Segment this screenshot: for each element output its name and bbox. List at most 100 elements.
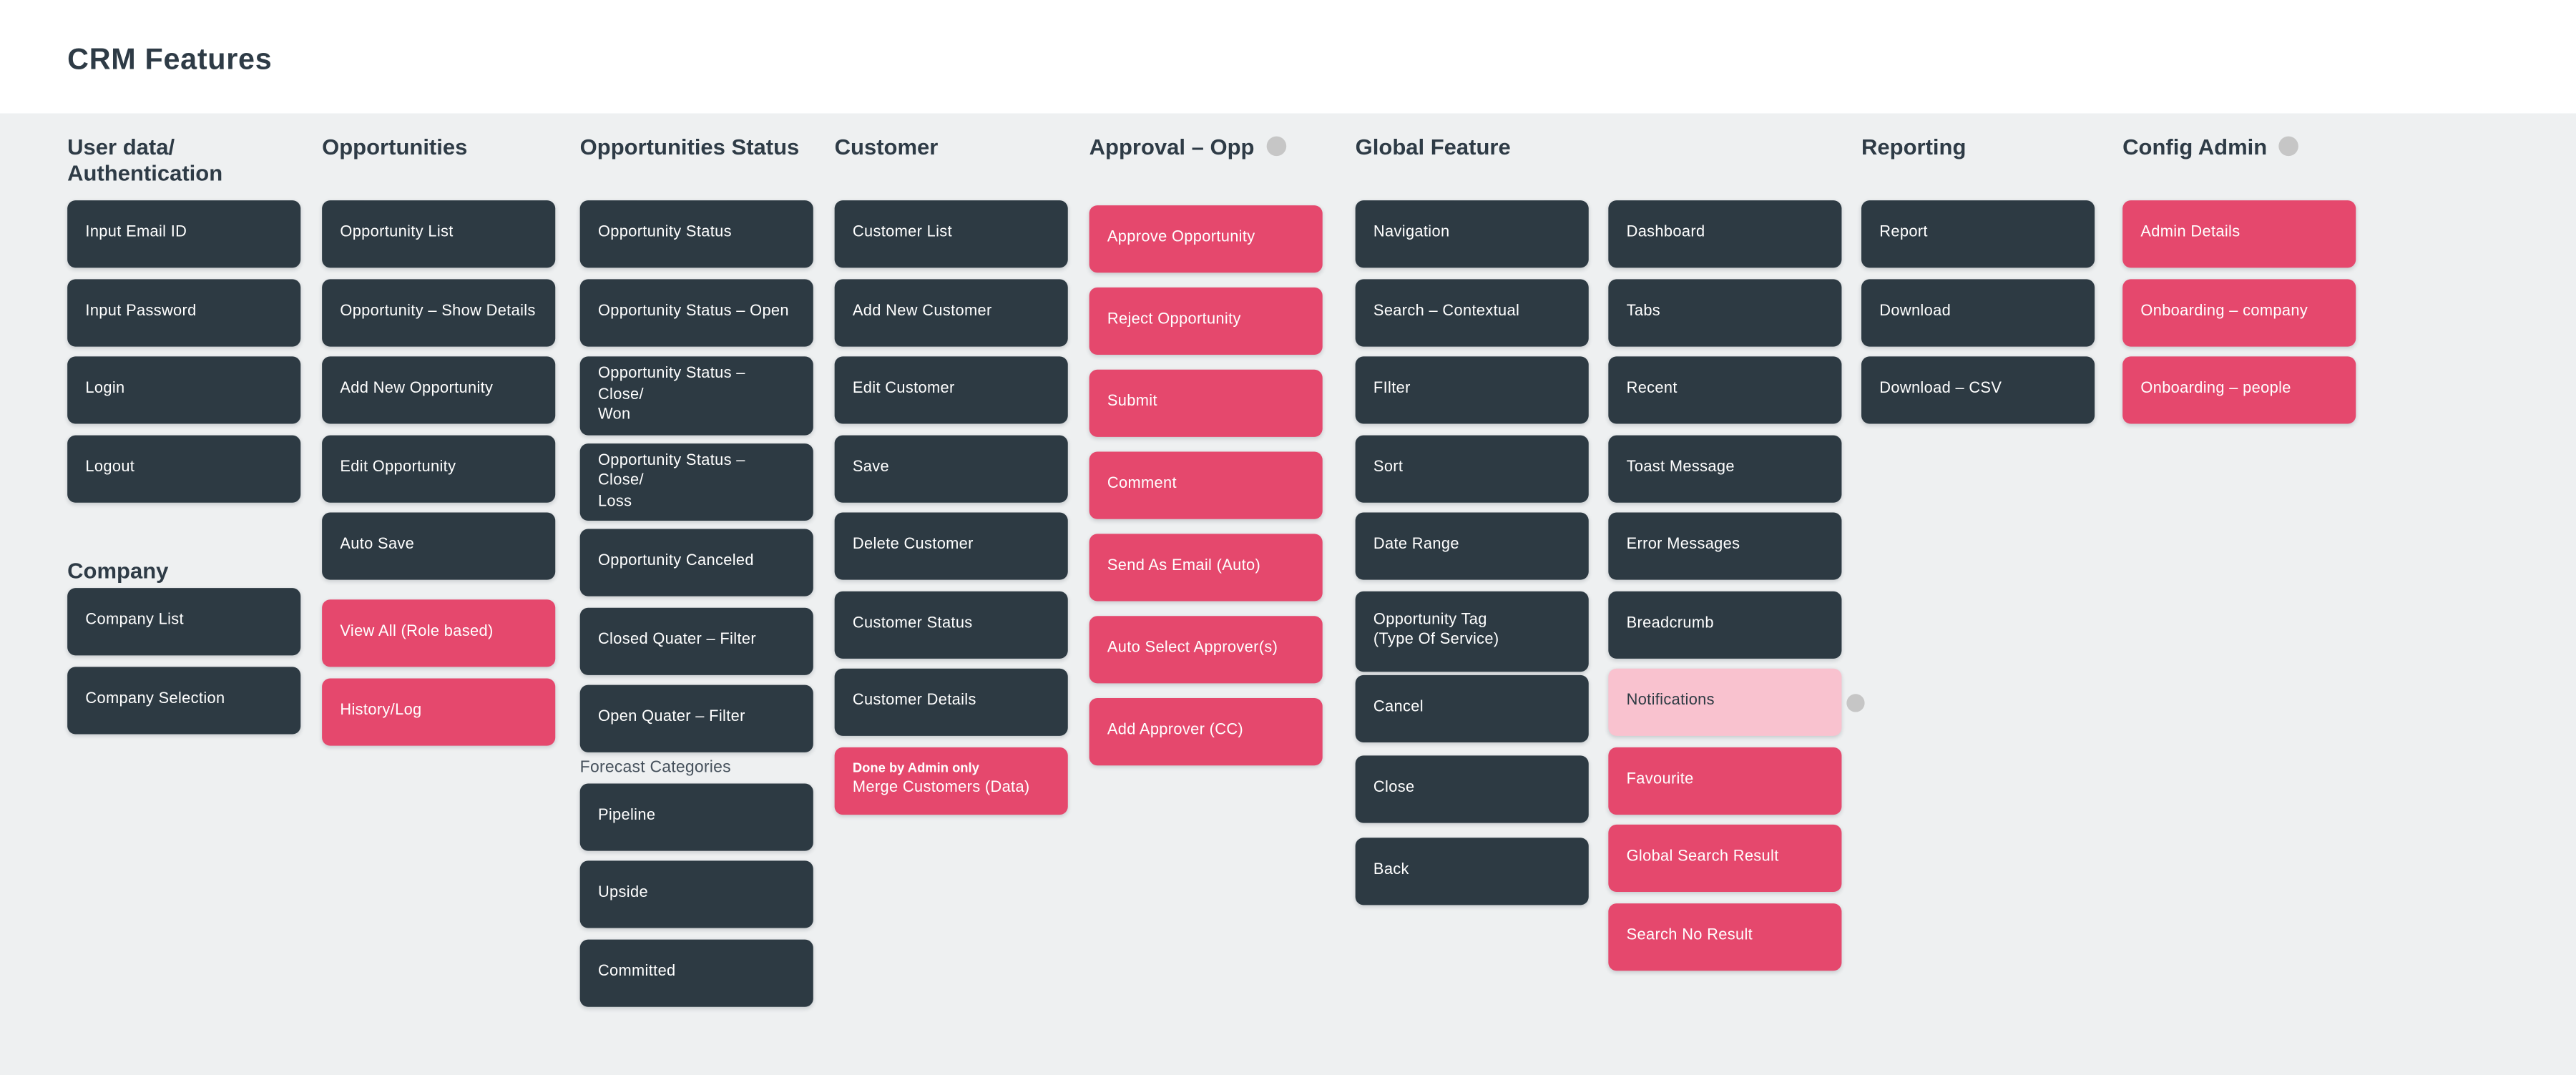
login-button[interactable]: Login (67, 356, 301, 424)
logout-button[interactable]: Logout (67, 434, 301, 502)
opportunity-status-button[interactable]: Opportunity Status (579, 200, 813, 268)
merge-customers-data-button[interactable]: Done by Admin only Merge Customers (Data) (834, 746, 1068, 814)
button-label: Pipeline (597, 806, 656, 825)
committed-button[interactable]: Committed (579, 938, 813, 1006)
upside-button[interactable]: Upside (579, 860, 813, 928)
search-no-result-button[interactable]: Search No Result (1608, 902, 1842, 971)
admin-details-button[interactable]: Admin Details (2122, 200, 2356, 268)
download-csv-button[interactable]: Download – CSV (1861, 356, 2095, 424)
comment-button[interactable]: Comment (1089, 451, 1323, 519)
button-label: Toast Message (1626, 458, 1735, 476)
edit-customer-button[interactable]: Edit Customer (834, 356, 1068, 424)
error-messages-button[interactable]: Error Messages (1608, 512, 1842, 580)
column-header-label: Opportunities (322, 134, 468, 159)
input-password-button[interactable]: Input Password (67, 278, 301, 346)
input-email-id-button[interactable]: Input Email ID (67, 200, 301, 268)
dashboard-button[interactable]: Dashboard (1608, 200, 1842, 268)
sort-button[interactable]: Sort (1355, 434, 1589, 502)
submit-button[interactable]: Submit (1089, 368, 1323, 436)
tabs-button[interactable]: Tabs (1608, 278, 1842, 346)
column-opportunities: Opportunities Opportunity List Opportunity… (322, 134, 556, 745)
delete-customer-button[interactable]: Delete Customer (834, 512, 1068, 580)
close-button[interactable]: Close (1355, 755, 1589, 823)
pipeline-button[interactable]: Pipeline (579, 782, 813, 850)
button-label: Notifications (1626, 692, 1715, 710)
opportunity-status-open-button[interactable]: Opportunity Status – Open (579, 278, 813, 346)
button-label: Recent (1626, 380, 1678, 398)
button-label: Send As Email (Auto) (1107, 556, 1261, 575)
recent-button[interactable]: Recent (1608, 356, 1842, 424)
search-contextual-button[interactable]: Search – Contextual (1355, 278, 1589, 346)
save-button[interactable]: Save (834, 434, 1068, 502)
navigation-button[interactable]: Navigation (1355, 200, 1589, 268)
favourite-button[interactable]: Favourite (1608, 746, 1842, 814)
customer-details-button[interactable]: Customer Details (834, 668, 1068, 736)
opportunity-show-details-button[interactable]: Opportunity – Show Details (322, 278, 556, 346)
auto-select-approver-s-button[interactable]: Auto Select Approver(s) (1089, 615, 1323, 683)
reject-opportunity-button[interactable]: Reject Opportunity (1089, 286, 1323, 354)
view-all-role-based-button[interactable]: View All (Role based) (322, 599, 556, 667)
cancel-button[interactable]: Cancel (1355, 674, 1589, 742)
date-range-button[interactable]: Date Range (1355, 512, 1589, 580)
onboarding-people-button[interactable]: Onboarding – people (2122, 356, 2356, 424)
button-label: Closed Quater – Filter (597, 630, 756, 649)
customer-status-button[interactable]: Customer Status (834, 590, 1068, 658)
opportunity-list-button[interactable]: Opportunity List (322, 200, 556, 268)
status-dot-icon (1846, 693, 1865, 712)
add-approver-cc-button[interactable]: Add Approver (CC) (1089, 697, 1323, 765)
status-dot-icon (2278, 136, 2298, 157)
column-header-label: Global Feature (1355, 134, 1511, 159)
top-bar: CRM Features (0, 0, 2576, 114)
button-label: Error Messages (1626, 536, 1740, 554)
button-label: Admin Details (2140, 223, 2240, 242)
button-label: Download (1879, 301, 1951, 320)
company-list-button[interactable]: Company List (67, 588, 301, 656)
button-label: Opportunity List (340, 223, 454, 242)
button-label: Global Search Result (1626, 848, 1779, 866)
global-search-result-button[interactable]: Global Search Result (1608, 824, 1842, 893)
open-quater-filter-button[interactable]: Open Quater – Filter (579, 684, 813, 752)
column-header-global-feature-extra (1608, 134, 1841, 190)
column-header-reporting: Reporting (1861, 134, 2095, 190)
filter-button[interactable]: FIlter (1355, 356, 1589, 424)
toast-message-button[interactable]: Toast Message (1608, 434, 1842, 502)
button-label: Edit Opportunity (340, 458, 456, 476)
report-button[interactable]: Report (1861, 200, 2095, 268)
history-log-button[interactable]: History/Log (322, 677, 556, 745)
button-label: Add New Customer (852, 301, 992, 320)
back-button[interactable]: Back (1355, 837, 1589, 905)
column-global-feature-extra: Dashboard Tabs Recent Toast Message Error Me… (1608, 134, 1865, 971)
button-label: Sort (1373, 458, 1404, 476)
column-reporting: Reporting Report Download Download – CSV (1861, 134, 2095, 424)
button-label: Company List (85, 611, 184, 630)
button-label: Download – CSV (1879, 380, 2002, 398)
opportunity-status-close-won-button[interactable]: Opportunity Status – Close/ Won (579, 356, 813, 435)
notifications-button[interactable]: Notifications (1608, 668, 1865, 736)
column-header-config-admin: Config Admin (2122, 134, 2356, 190)
opportunity-status-close-loss-button[interactable]: Opportunity Status – Close/ Loss (579, 442, 813, 521)
company-selection-button[interactable]: Company Selection (67, 666, 301, 734)
add-new-customer-button[interactable]: Add New Customer (834, 278, 1068, 346)
download-button[interactable]: Download (1861, 278, 2095, 346)
column-header-label: User data/ Authentication (67, 134, 223, 185)
opportunity-canceled-button[interactable]: Opportunity Canceled (579, 529, 813, 597)
button-label: Company Selection (85, 689, 225, 708)
button-label: Open Quater – Filter (597, 708, 745, 727)
add-new-opportunity-button[interactable]: Add New Opportunity (322, 356, 556, 424)
note-label: Done by Admin only (852, 760, 979, 776)
button-label: Opportunity Status (597, 223, 732, 242)
approve-opportunity-button[interactable]: Approve Opportunity (1089, 204, 1323, 273)
breadcrumb-button[interactable]: Breadcrumb (1608, 590, 1842, 658)
closed-quater-filter-button[interactable]: Closed Quater – Filter (579, 607, 813, 674)
column-config-admin: Config Admin Admin Details Onboarding – co… (2122, 134, 2356, 424)
send-as-email-auto-button[interactable]: Send As Email (Auto) (1089, 533, 1323, 601)
button-label: Login (85, 380, 125, 398)
onboarding-company-button[interactable]: Onboarding – company (2122, 278, 2356, 346)
opportunity-tag-type-of-service-button[interactable]: Opportunity Tag (Type Of Service) (1355, 590, 1589, 672)
edit-opportunity-button[interactable]: Edit Opportunity (322, 434, 556, 502)
customer-list-button[interactable]: Customer List (834, 200, 1068, 268)
column-opportunities-status: Opportunities Status Opportunity Status Op… (579, 134, 813, 1006)
button-label: Add Approver (CC) (1107, 720, 1244, 739)
auto-save-button[interactable]: Auto Save (322, 512, 556, 580)
